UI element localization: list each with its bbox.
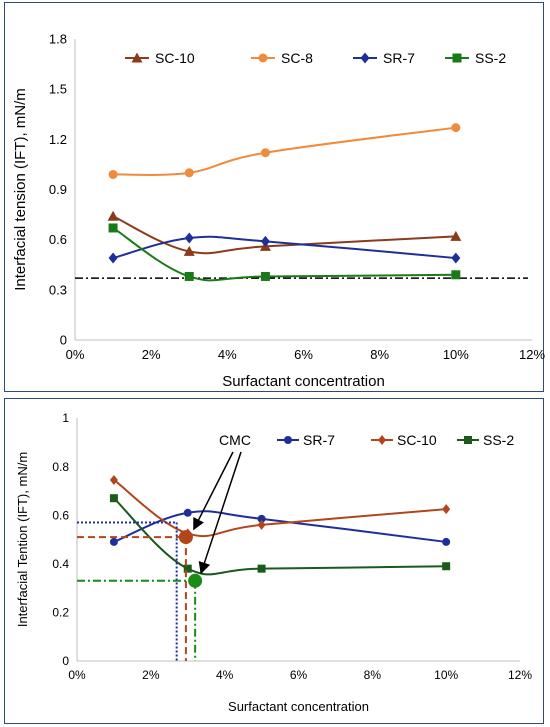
- y-tick-label: 0.8: [52, 460, 69, 474]
- y-tick-label: 1.8: [49, 32, 67, 47]
- x-tick-label: 2%: [142, 668, 160, 682]
- y-tick-label: 0.2: [52, 606, 69, 620]
- y-tick-label: 0.6: [49, 232, 67, 247]
- cmc-point-ss-2: [188, 573, 203, 588]
- ift-chart-top: 0% 2% 4% 6% 8% 10% 12% 0 0.3 0.6 0.9 1.2 1.5 1.8 Surfa…: [12, 32, 545, 390]
- x-tick-label: 0%: [66, 347, 85, 362]
- series-line-ss-2: [113, 497, 447, 576]
- data-point-ss-2: [260, 271, 270, 281]
- chart-panel-bottom: 0% 2% 4% 6% 8% 10% 12% 0 0.2 0.4 0.6 0.8 1 Surfactant…: [4, 398, 544, 724]
- data-point-sr-7: [109, 537, 118, 546]
- ift-chart-bottom: 0% 2% 4% 6% 8% 10% 12% 0 0.2 0.4 0.6 0.8 1 Surfactant…: [15, 411, 532, 714]
- data-point-ss-2: [442, 562, 451, 571]
- series-line-sr-7: [113, 510, 447, 543]
- legend-marker-sr-7: [360, 52, 370, 64]
- series-line-ss-2: [112, 227, 456, 282]
- legend-label-ss-2: SS-2: [475, 50, 506, 66]
- y-axis-title: Interfacial tension (IFT), mN/m: [12, 88, 29, 291]
- legend-label-sc-8: SC-8: [281, 50, 313, 66]
- data-point-sr-7: [451, 252, 461, 264]
- legend-marker-sc-8: [258, 53, 268, 63]
- x-tick-label: 0%: [68, 668, 86, 682]
- legend-marker-ss-2: [464, 436, 472, 444]
- legend-marker-sc-10: [378, 435, 386, 445]
- x-tick-label: 2%: [142, 347, 161, 362]
- data-point-sr-7: [442, 537, 451, 546]
- cmc-annotation-label: CMC: [219, 432, 251, 448]
- data-point-sc-8: [108, 169, 118, 179]
- x-tick-label: 10%: [443, 347, 469, 362]
- data-point-sc-10: [183, 245, 195, 256]
- data-point-sc-10: [109, 474, 118, 485]
- legend-marker-ss-2: [452, 53, 462, 63]
- legend-label-sc-10: SC-10: [155, 50, 195, 66]
- data-point-sr-7: [108, 252, 118, 264]
- y-tick-label: 0.9: [49, 182, 67, 197]
- legend-label-sc-10: SC-10: [397, 432, 437, 448]
- data-point-ss-2: [257, 564, 266, 573]
- series-line-sc-10: [113, 479, 447, 538]
- data-point-ss-2: [184, 271, 194, 281]
- x-axis-title: Surfactant concentration: [222, 373, 385, 390]
- x-tick-label: 4%: [216, 668, 234, 682]
- series-line-sr-7: [112, 235, 456, 260]
- y-tick-label: 0: [62, 654, 69, 668]
- data-point-ss-2: [183, 564, 192, 573]
- series-line-sc-8: [113, 126, 456, 176]
- y-tick-label: 0.6: [52, 508, 69, 522]
- cmc-arrow: [193, 451, 234, 531]
- y-tick-label: 1.5: [49, 82, 67, 97]
- data-point-sr-7: [260, 235, 270, 247]
- data-point-ss-2: [451, 270, 461, 280]
- data-point-sc-8: [451, 123, 461, 133]
- y-tick-label: 0.4: [52, 557, 69, 571]
- cmc-arrow: [198, 451, 242, 575]
- x-tick-label: 6%: [294, 347, 313, 362]
- chart-panel-top: 0% 2% 4% 6% 8% 10% 12% 0 0.3 0.6 0.9 1.2 1.5 1.8 Surfa…: [4, 2, 545, 392]
- x-tick-label: 10%: [434, 668, 458, 682]
- x-tick-label: 12%: [508, 668, 532, 682]
- y-tick-label: 0.3: [49, 282, 67, 297]
- y-tick-label: 1: [62, 411, 69, 425]
- series-line-sc-10: [112, 215, 456, 255]
- data-point-sc-8: [184, 168, 194, 178]
- data-point-ss-2: [108, 223, 118, 233]
- x-tick-label: 4%: [218, 347, 237, 362]
- y-tick-label: 0: [60, 333, 67, 348]
- data-point-sr-7: [184, 232, 194, 244]
- data-point-sc-10: [107, 210, 119, 221]
- legend-label-sr-7: SR-7: [303, 432, 335, 448]
- data-point-sc-10: [450, 230, 462, 241]
- x-tick-label: 6%: [290, 668, 308, 682]
- y-tick-label: 1.2: [49, 132, 67, 147]
- data-point-sr-7: [257, 514, 266, 523]
- x-tick-label: 12%: [519, 347, 545, 362]
- data-point-sc-10: [442, 504, 451, 515]
- legend-label-sr-7: SR-7: [383, 50, 415, 66]
- legend-marker-sr-7: [284, 436, 292, 444]
- legend-label-ss-2: SS-2: [483, 432, 514, 448]
- legend-marker-sc-10: [131, 52, 143, 63]
- data-point-sc-10: [257, 519, 266, 530]
- y-axis-title: Interfacial Tention (IFT), mN/m: [15, 452, 30, 627]
- data-point-sr-7: [183, 508, 192, 517]
- cmc-point-sc-10: [178, 530, 193, 545]
- data-point-ss-2: [109, 494, 118, 503]
- data-point-sc-8: [260, 148, 270, 158]
- x-tick-label: 8%: [370, 347, 389, 362]
- x-tick-label: 8%: [364, 668, 382, 682]
- x-axis-title: Surfactant concentration: [228, 699, 369, 714]
